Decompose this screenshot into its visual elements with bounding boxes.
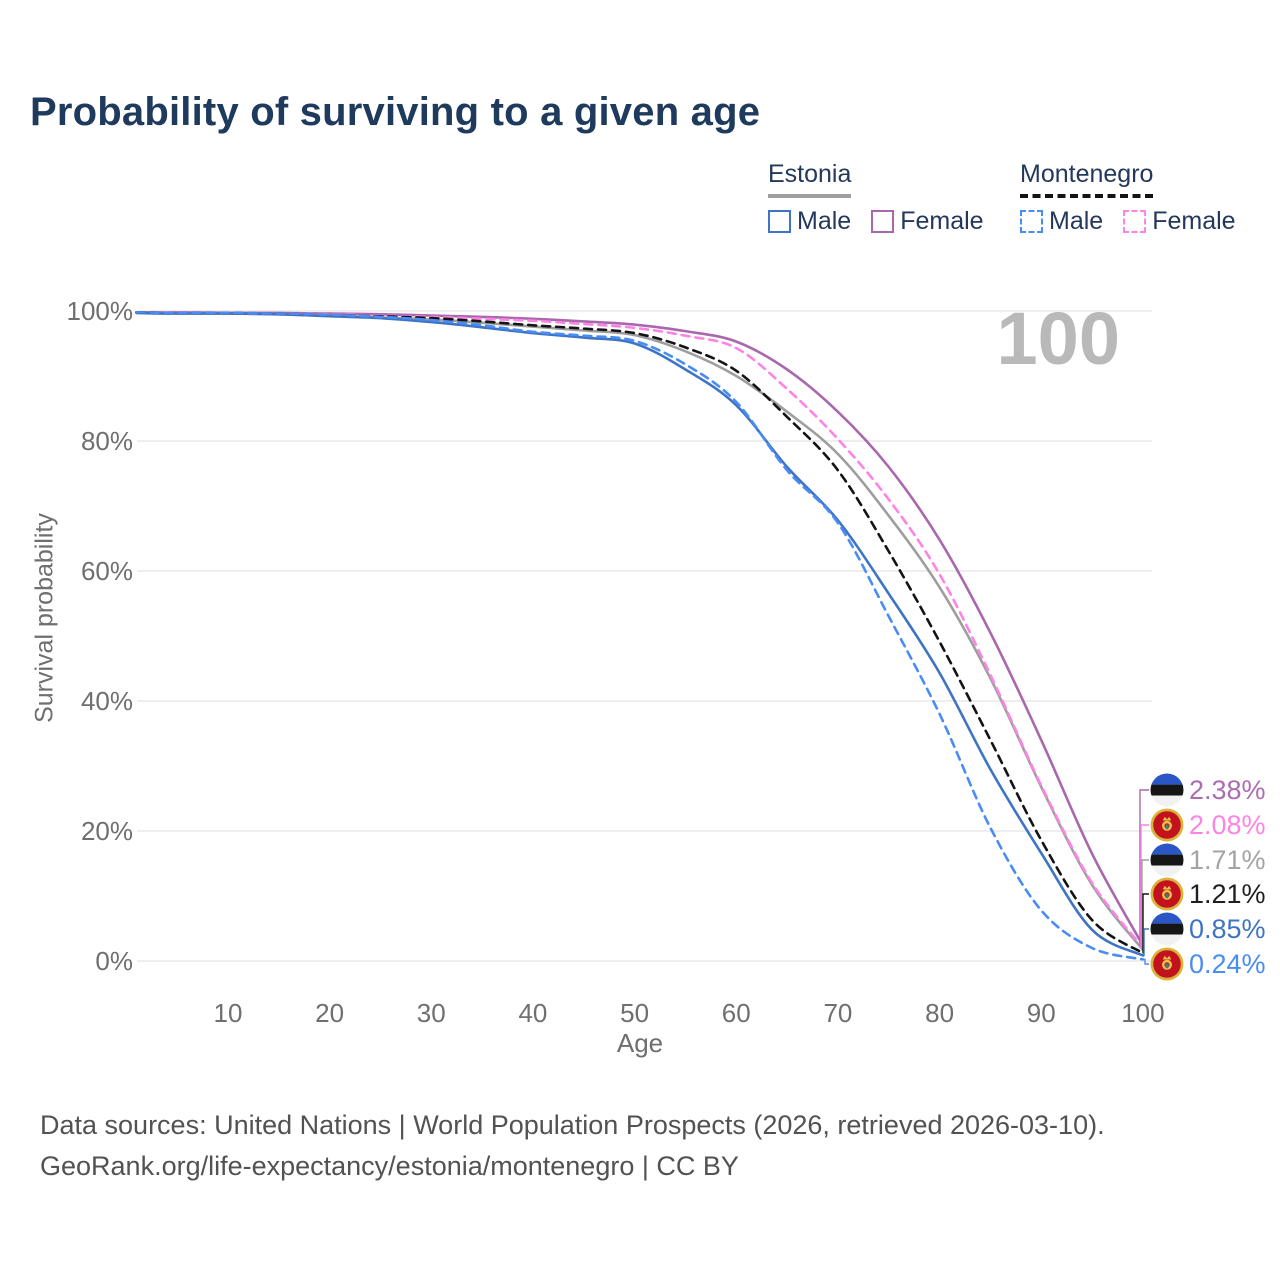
x-tick-label: 50: [620, 998, 650, 1028]
x-axis-title: Age: [616, 1028, 664, 1058]
end-label-value: 0.85%: [1189, 914, 1266, 944]
series-line-montenegro-both[interactable]: [135, 311, 1145, 955]
x-tick-label: 100: [1121, 998, 1165, 1028]
x-tick-label: 20: [315, 998, 345, 1028]
end-label-value: 1.21%: [1189, 879, 1266, 909]
page-title: Probability of surviving to a given age: [30, 90, 761, 134]
x-tick-label: 10: [213, 998, 243, 1028]
y-tick-label: 60%: [80, 556, 133, 586]
legend-montenegro-female-label[interactable]: Female: [1152, 207, 1236, 235]
estonia-male-swatch-icon[interactable]: [768, 210, 791, 233]
x-tick-label: 80: [925, 998, 955, 1028]
end-label-value: 1.71%: [1189, 845, 1266, 875]
y-tick-label: 80%: [80, 426, 133, 456]
end-label-connector: [1142, 928, 1149, 957]
end-label-value: 0.24%: [1189, 949, 1266, 979]
montenegro-female-swatch-icon[interactable]: [1123, 210, 1147, 233]
end-label-row: 2.08%: [1150, 808, 1266, 842]
data-source-footer: Data sources: United Nations | World Pop…: [40, 1105, 1105, 1187]
x-tick-label: 60: [721, 998, 751, 1028]
montenegro-male-swatch-icon[interactable]: [1020, 210, 1043, 233]
end-label-connector: [1142, 893, 1149, 954]
estonia-flag-icon: [1150, 773, 1184, 807]
end-label-row: 0.24%: [1150, 947, 1266, 981]
montenegro-flag-icon: [1150, 808, 1184, 842]
footer-attribution-line: GeoRank.org/life-expectancy/estonia/mont…: [40, 1151, 739, 1181]
legend-estonia-label[interactable]: Estonia: [768, 160, 852, 198]
y-tick-label: 0%: [95, 946, 133, 976]
end-label-row: 1.71%: [1150, 843, 1266, 877]
legend-group-estonia: Estonia Male Female: [768, 160, 1004, 236]
series-line-montenegro-male[interactable]: [135, 311, 1145, 961]
legend-group-montenegro: Montenegro Male Female: [1020, 160, 1256, 236]
end-label-value: 2.08%: [1189, 810, 1266, 840]
legend-montenegro-label[interactable]: Montenegro: [1020, 160, 1154, 198]
end-label-connector: [1142, 958, 1149, 965]
x-tick-label: 70: [823, 998, 853, 1028]
series-line-estonia-both[interactable]: [135, 311, 1145, 952]
x-tick-label: 30: [416, 998, 446, 1028]
end-label-row: 2.38%: [1150, 773, 1266, 807]
estonia-female-swatch-icon[interactable]: [871, 210, 895, 233]
footer-sources-line: Data sources: United Nations | World Pop…: [40, 1110, 1105, 1140]
x-tick-label: 90: [1026, 998, 1056, 1028]
estonia-flag-icon: [1150, 912, 1184, 946]
legend-estonia-male-label[interactable]: Male: [797, 207, 852, 235]
estonia-flag-icon: [1150, 843, 1184, 877]
hovered-age-watermark: 100: [996, 297, 1120, 380]
end-label-row: 1.21%: [1150, 877, 1266, 911]
legend-montenegro-male-label[interactable]: Male: [1049, 207, 1104, 235]
series-line-montenegro-female[interactable]: [135, 310, 1145, 949]
legend-estonia-female-label[interactable]: Female: [900, 207, 984, 235]
y-tick-label: 40%: [80, 686, 133, 716]
montenegro-flag-icon: [1150, 877, 1184, 911]
y-tick-label: 100%: [66, 296, 134, 326]
y-tick-label: 20%: [80, 816, 133, 846]
series-line-estonia-female[interactable]: [135, 310, 1145, 947]
x-tick-label: 40: [518, 998, 548, 1028]
montenegro-flag-icon: [1150, 947, 1184, 981]
end-label-row: 0.85%: [1150, 912, 1266, 946]
end-label-value: 2.38%: [1189, 775, 1266, 805]
